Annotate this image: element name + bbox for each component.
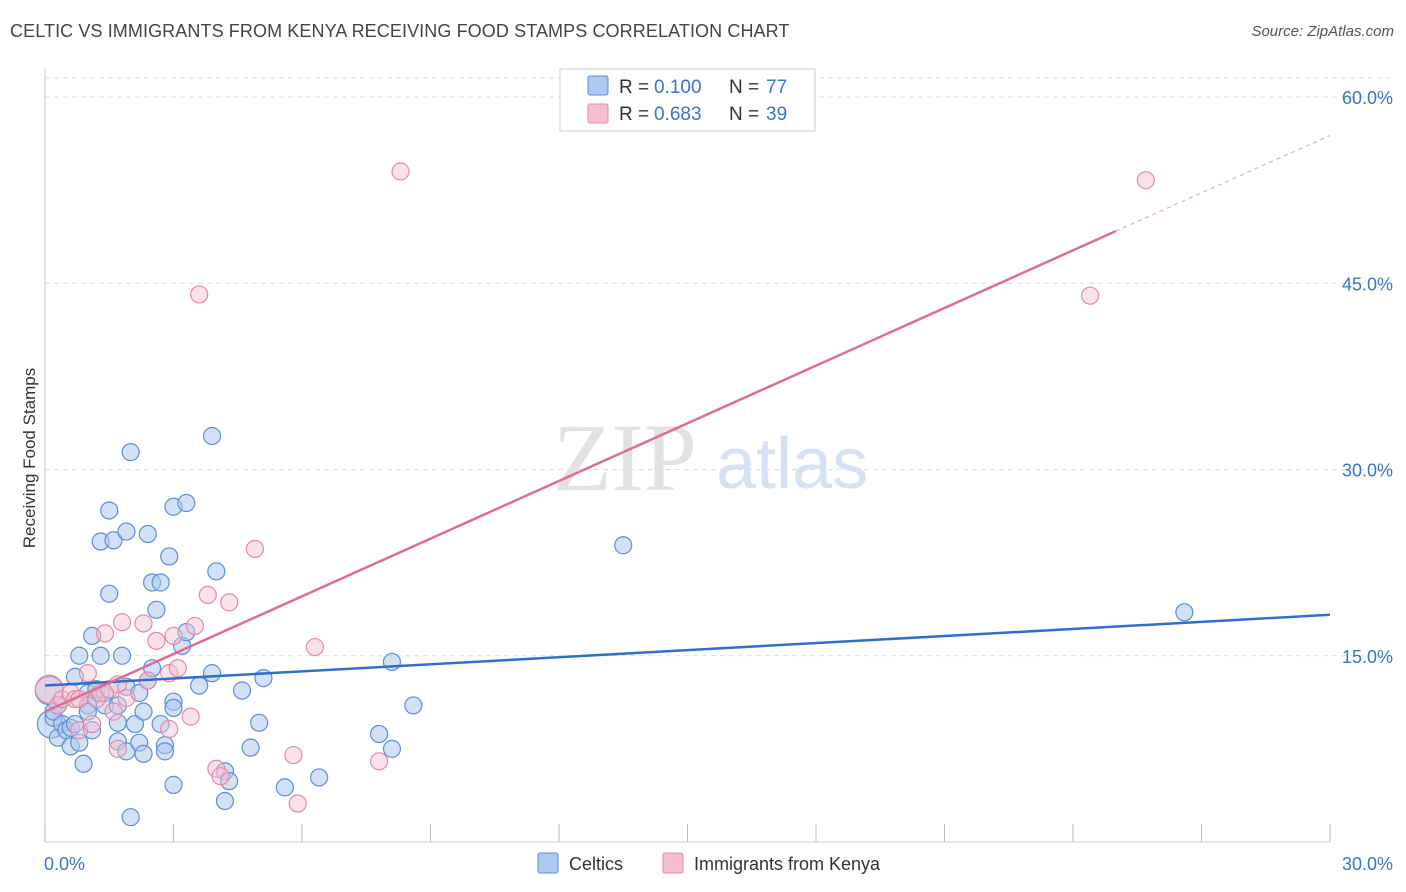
gridlines: [45, 77, 1393, 657]
celtic-point: [147, 600, 166, 619]
celtic-point: [275, 778, 294, 797]
celtic-point: [117, 522, 136, 541]
chart-title: CELTIC VS IMMIGRANTS FROM KENYA RECEIVIN…: [10, 21, 790, 41]
celtic-point: [151, 714, 170, 734]
kenya-point: [198, 585, 217, 605]
celtic-point: [155, 742, 175, 761]
kenya-point: [220, 593, 239, 612]
kenya-point: [211, 767, 230, 786]
bottom-legend-label-celtic: Celtics: [569, 854, 623, 874]
celtic-point: [370, 724, 389, 744]
watermark-atlas: atlas: [716, 424, 868, 504]
legend-r-label-kenya: R =: [619, 104, 649, 125]
tick-labels: 15.0% 30.0% 45.0% 60.0% 0.0% 30.0%: [44, 88, 1393, 874]
celtic-point: [177, 493, 196, 513]
kenya-point: [95, 624, 115, 643]
kenya-point: [1081, 286, 1100, 305]
celtic-point: [250, 713, 269, 732]
bottom-legend-label-kenya: Immigrants from Kenya: [694, 854, 881, 874]
kenya-point: [108, 739, 127, 758]
kenya-point: [147, 631, 166, 650]
y-tick-label: 60.0%: [1342, 88, 1393, 108]
kenya-point: [185, 616, 205, 636]
kenya-point: [288, 794, 307, 813]
celtic-point: [215, 791, 234, 811]
celtic-point: [151, 573, 170, 592]
kenya-point: [181, 707, 200, 726]
top-legend: R = 0.100 N = 77 R = 0.683 N = 39: [559, 68, 816, 132]
celtic-point: [164, 775, 183, 794]
y-tick-label: 30.0%: [1342, 461, 1393, 481]
celtic-point: [241, 738, 260, 757]
kenya-point: [245, 539, 264, 559]
kenya-point: [160, 719, 179, 739]
chart-source: Source: ZipAtlas.com: [1251, 23, 1394, 40]
celtic-point: [310, 768, 329, 787]
celtic-point: [1175, 603, 1194, 622]
bottom-legend: Celtics Immigrants from Kenya: [537, 852, 881, 874]
legend-swatch-kenya: [587, 103, 609, 124]
x-tick-label-max: 30.0%: [1342, 854, 1393, 874]
celtic-point: [207, 562, 226, 581]
kenya-point: [112, 613, 132, 632]
y-tick-label: 45.0%: [1342, 274, 1393, 294]
kenya-point: [78, 664, 97, 683]
kenya-point: [370, 752, 389, 771]
celtic-point: [134, 744, 153, 763]
celtic-point: [164, 698, 183, 718]
kenya-point: [284, 745, 303, 765]
legend-r-value-celtic: 0.100: [654, 77, 702, 98]
kenya-point: [134, 614, 153, 633]
x-tick-label-min: 0.0%: [44, 854, 85, 874]
celtic-point: [138, 524, 157, 544]
y-tick-label: 15.0%: [1342, 647, 1393, 667]
celtic-point: [232, 681, 252, 700]
legend-n-label-celtic: N =: [729, 77, 759, 98]
celtic-point: [70, 733, 89, 752]
kenya-trendline: [44, 229, 1117, 713]
celtic-point: [121, 808, 140, 827]
celtic-point: [190, 676, 209, 695]
legend-r-value-kenya: 0.683: [654, 104, 702, 125]
legend-r-label-celtic: R =: [619, 77, 649, 98]
legend-n-label-kenya: N =: [729, 104, 759, 125]
kenya-point: [305, 637, 324, 657]
kenya-point: [117, 688, 136, 708]
trendlines: [44, 134, 1331, 713]
celtic-point: [104, 531, 123, 550]
celtic-point: [134, 702, 153, 721]
celtic-point: [404, 696, 423, 715]
celtic-point: [100, 584, 119, 603]
celtic-point: [83, 721, 102, 740]
kenya-point: [104, 702, 123, 721]
celtic-point: [160, 547, 179, 566]
legend-n-value-celtic: 77: [766, 77, 787, 98]
legend-n-value-kenya: 39: [766, 104, 787, 125]
celtic-point: [202, 664, 222, 683]
kenya-trendline-extension: [1115, 134, 1331, 232]
kenya-point: [190, 285, 209, 304]
kenya-point: [391, 162, 410, 181]
bottom-legend-swatch-celtic: [537, 852, 559, 874]
celtic-point: [74, 754, 93, 773]
bottom-legend-swatch-kenya: [662, 852, 684, 874]
watermark-zip: ZIP: [553, 404, 697, 511]
kenya-point: [83, 714, 102, 734]
celtic-point: [202, 426, 222, 446]
celtic-point: [614, 536, 633, 555]
celtic-point: [70, 646, 89, 665]
celtic-point: [125, 714, 145, 734]
kenya-point: [164, 626, 183, 645]
celtic-point: [220, 772, 239, 791]
celtic-point: [112, 646, 132, 665]
celtic-point: [382, 739, 402, 758]
celtic-point: [121, 443, 140, 462]
kenya-point: [168, 659, 187, 678]
celtic-point: [100, 501, 119, 520]
legend-swatch-celtic: [587, 75, 609, 96]
celtic-trendline: [44, 613, 1331, 687]
kenya-point: [1136, 171, 1155, 190]
celtic-point: [91, 646, 110, 665]
